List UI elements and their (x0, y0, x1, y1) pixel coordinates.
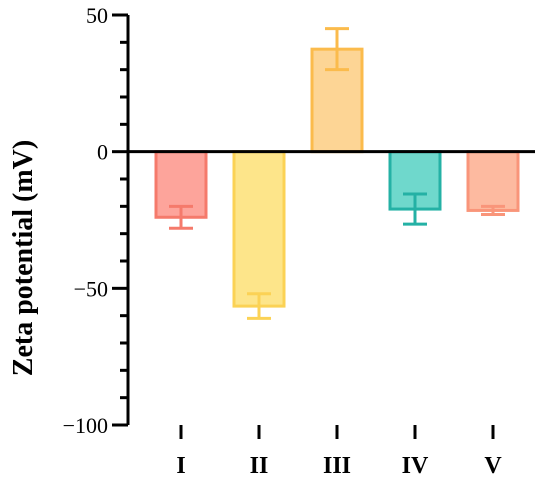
error-bar-iv (403, 192, 427, 226)
x-tick-label: IV (402, 453, 429, 479)
error-bar-v (481, 204, 505, 217)
error-bar-i (169, 204, 193, 230)
y-tick-label: −100 (63, 413, 108, 438)
x-tick-label: III (323, 453, 351, 479)
error-bar-iii (325, 27, 349, 72)
y-tick-label: 0 (97, 140, 108, 165)
y-ticks-layer: −100 −50 0 50 (63, 3, 128, 438)
x-tick-label: II (250, 453, 269, 479)
bar-ii (232, 150, 286, 308)
bars-layer (154, 47, 520, 308)
x-tick-label: V (484, 453, 502, 479)
y-axis-label: Zeta potential (mV) (8, 140, 39, 376)
y-tick-label: −50 (74, 276, 108, 301)
error-bar-ii (247, 292, 271, 320)
x-ticks-layer: I II III IV V (176, 425, 502, 479)
error-bars-layer (169, 27, 505, 320)
x-tick-label: I (176, 453, 185, 479)
y-tick-label: 50 (86, 3, 108, 28)
bar-v (466, 150, 520, 212)
